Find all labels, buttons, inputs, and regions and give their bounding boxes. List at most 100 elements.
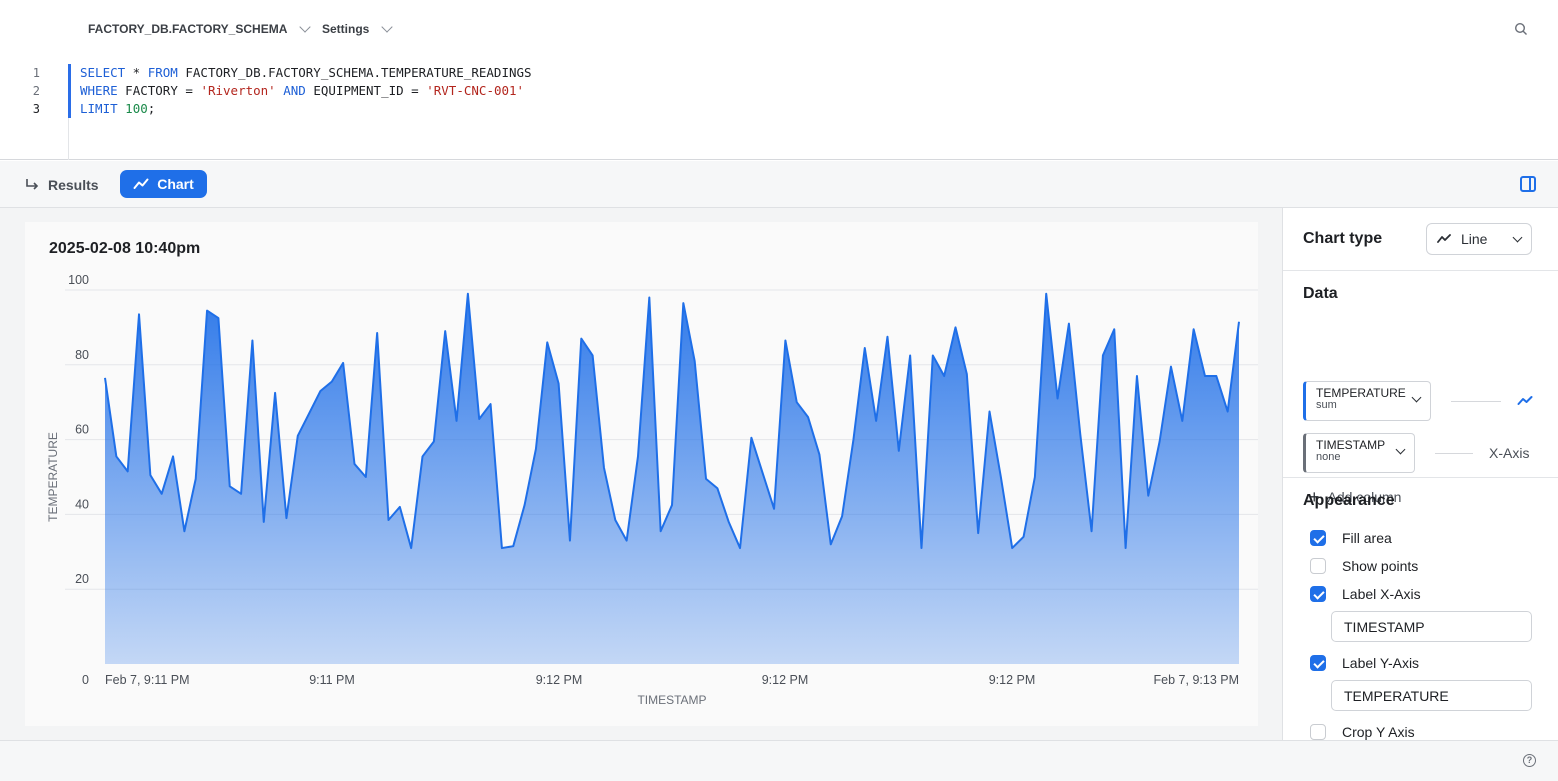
- show-points-option[interactable]: Show points: [1303, 552, 1538, 580]
- tab-results-label: Results: [48, 177, 99, 193]
- crop-y-axis-option[interactable]: Crop Y Axis: [1303, 718, 1538, 740]
- x-tick-label: 9:11 PM: [309, 673, 355, 687]
- gutter-divider: [68, 118, 69, 160]
- x-tick-label: 9:12 PM: [536, 673, 583, 687]
- line-number-gutter: 1 2 3: [0, 64, 60, 118]
- y-tick-label: 40: [75, 497, 89, 511]
- show-points-checkbox[interactable]: [1310, 558, 1326, 574]
- line-chart-icon: [133, 178, 149, 189]
- sql-keyword: LIMIT: [80, 101, 118, 116]
- x-tick-label: Feb 7, 9:13 PM: [1154, 673, 1239, 687]
- add-column-button[interactable]: + Add column: [1309, 487, 1401, 507]
- database-context-selector[interactable]: FACTORY_DB.FACTORY_SCHEMA: [88, 21, 312, 36]
- chevron-down-icon: [1512, 232, 1523, 243]
- column-name: TIMESTAMP: [1316, 438, 1386, 452]
- sql-string: 'Riverton': [200, 83, 276, 98]
- sql-token: FACTORY =: [117, 83, 201, 98]
- sql-keyword: FROM: [147, 65, 178, 80]
- label-x-axis-label: Label X-Axis: [1342, 586, 1421, 602]
- fill-area-checkbox[interactable]: [1310, 530, 1326, 546]
- series-line-icon[interactable]: [1517, 395, 1533, 407]
- line-number: 1: [32, 66, 40, 80]
- label-y-axis-label: Label Y-Axis: [1342, 655, 1420, 671]
- line-chart-icon: [1437, 234, 1451, 243]
- label-x-axis-checkbox[interactable]: [1310, 586, 1326, 602]
- active-query-marker: [68, 64, 71, 118]
- column-aggregation: sum: [1316, 399, 1337, 411]
- x-axis-label-input[interactable]: TIMESTAMP: [1331, 611, 1532, 642]
- tab-results[interactable]: Results: [24, 172, 99, 198]
- chart-type-section: Chart type Line: [1283, 208, 1558, 271]
- fill-area-option[interactable]: Fill area: [1303, 524, 1538, 552]
- x-tick-label: 9:12 PM: [762, 673, 809, 687]
- line-number: 3: [32, 102, 40, 116]
- sql-number: 100: [125, 101, 148, 116]
- column-aggregation: none: [1316, 451, 1341, 463]
- y-tick-label: 100: [68, 273, 89, 287]
- fill-area-label: Fill area: [1342, 530, 1392, 546]
- top-bar: FACTORY_DB.FACTORY_SCHEMA Settings: [0, 0, 1558, 60]
- show-points-label: Show points: [1342, 558, 1419, 574]
- return-arrow-icon: [26, 179, 39, 190]
- y-tick-label: 20: [75, 572, 89, 586]
- label-y-axis-option[interactable]: Label Y-Axis: [1303, 649, 1538, 677]
- database-context-label: FACTORY_DB.FACTORY_SCHEMA: [88, 22, 288, 36]
- status-bar: ?: [0, 740, 1558, 781]
- column-name: TEMPERATURE: [1316, 386, 1406, 400]
- x-axis-title: TIMESTAMP: [637, 693, 706, 707]
- toggle-side-panel-icon[interactable]: [1520, 176, 1536, 192]
- area-fill: [105, 293, 1239, 664]
- plus-icon: +: [1309, 487, 1320, 507]
- x-tick-label: Feb 7, 9:11 PM: [105, 673, 190, 687]
- y-tick-label: 80: [75, 348, 89, 362]
- search-icon[interactable]: [1514, 22, 1528, 36]
- label-x-axis-option[interactable]: Label X-Axis: [1303, 580, 1538, 608]
- x-axis-role-label: X-Axis: [1489, 445, 1530, 461]
- y-axis-title: TEMPERATURE: [46, 432, 60, 522]
- chevron-down-icon: [299, 21, 312, 33]
- y-tick-label: 60: [75, 423, 89, 437]
- crop-y-axis-label: Crop Y Axis: [1342, 724, 1415, 740]
- code-line[interactable]: WHERE FACTORY = 'Riverton' AND EQUIPMENT…: [80, 82, 532, 100]
- sql-keyword: AND: [283, 83, 306, 98]
- area-chart[interactable]: 0 20 40 60 80 100 Feb 7, 9:11 PM 9:11 PM 9:12 PM…: [25, 222, 1258, 726]
- crop-y-axis-checkbox[interactable]: [1310, 724, 1326, 740]
- data-section: Data TEMPERATURE sum TIMESTAMP none X-Ax…: [1283, 271, 1558, 506]
- chevron-down-icon: [381, 21, 394, 33]
- appearance-section: Appearance Fill area Show points Label X…: [1283, 478, 1558, 740]
- settings-label: Settings: [322, 22, 370, 36]
- sql-token: EQUIPMENT_ID =: [305, 83, 427, 98]
- label-y-axis-checkbox[interactable]: [1310, 655, 1326, 671]
- sql-keyword: WHERE: [80, 83, 118, 98]
- column-chip-temperature[interactable]: TEMPERATURE sum: [1303, 381, 1431, 421]
- sql-token: FACTORY_DB.FACTORY_SCHEMA.TEMPERATURE_RE…: [177, 65, 532, 80]
- data-title: Data: [1303, 285, 1338, 302]
- sql-token: ;: [147, 101, 156, 116]
- series-line[interactable]: [104, 292, 1240, 550]
- results-toolbar: Results Chart: [0, 161, 1558, 208]
- sql-code[interactable]: SELECT * FROM FACTORY_DB.FACTORY_SCHEMA.…: [80, 64, 532, 118]
- code-line[interactable]: LIMIT 100;: [80, 100, 532, 118]
- chart-type-select[interactable]: Line: [1426, 223, 1532, 255]
- chart-type-value: Line: [1461, 231, 1488, 247]
- sql-editor[interactable]: 1 2 3 SELECT * FROM FACTORY_DB.FACTORY_S…: [0, 60, 1558, 160]
- sql-keyword: SELECT: [80, 65, 126, 80]
- y-tick-label: 0: [82, 673, 89, 687]
- tab-chart-label: Chart: [157, 176, 194, 192]
- chart-area: 2025-02-08 10:40pm 0 20 40 60 80 100 Feb 7, 9:…: [0, 208, 1282, 740]
- chart-card: 2025-02-08 10:40pm 0 20 40 60 80 100 Feb 7, 9:…: [25, 222, 1258, 726]
- appearance-title: Appearance: [1303, 492, 1395, 509]
- chart-title: 2025-02-08 10:40pm: [49, 240, 201, 257]
- code-line[interactable]: SELECT * FROM FACTORY_DB.FACTORY_SCHEMA.…: [80, 64, 532, 82]
- help-icon[interactable]: ?: [1523, 754, 1536, 767]
- tab-chart[interactable]: Chart: [120, 170, 207, 198]
- x-tick-label: 9:12 PM: [989, 673, 1036, 687]
- connector-line: [1435, 453, 1473, 454]
- settings-dropdown[interactable]: Settings: [322, 21, 394, 36]
- sql-string: 'RVT-CNC-001': [426, 83, 525, 98]
- chart-type-title: Chart type: [1303, 230, 1383, 247]
- chart-settings-panel: Chart type Line Data TEMPERATURE sum TIM…: [1282, 208, 1558, 740]
- y-axis-label-input[interactable]: TEMPERATURE: [1331, 680, 1532, 711]
- line-number: 2: [32, 84, 40, 98]
- column-chip-timestamp[interactable]: TIMESTAMP none: [1303, 433, 1415, 473]
